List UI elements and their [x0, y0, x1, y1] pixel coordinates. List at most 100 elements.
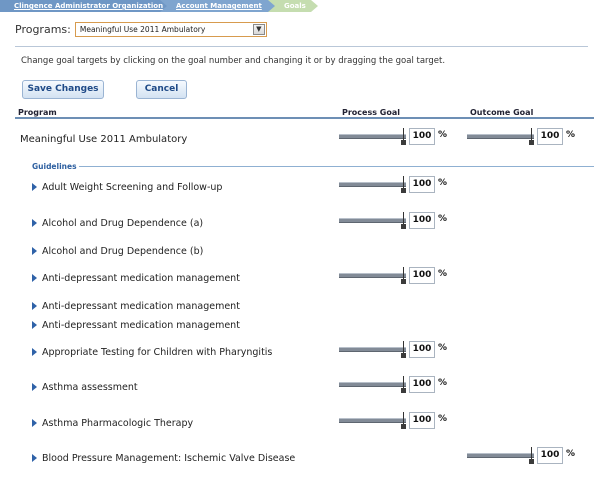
programs-selected-value: Meaningful Use 2011 Ambulatory [79, 24, 206, 34]
guideline-item[interactable]: Asthma Pharmacologic Therapy [32, 417, 193, 429]
breadcrumb-link-account-management[interactable]: Account Management [160, 0, 276, 12]
divider [79, 166, 594, 167]
goal-value-input[interactable]: 100 [537, 128, 563, 145]
goal-slider-track[interactable] [339, 134, 406, 139]
goal-slider-handle-icon[interactable] [529, 140, 534, 145]
expand-arrow-icon[interactable] [32, 383, 37, 391]
goal-value-input[interactable]: 100 [409, 267, 435, 284]
expand-arrow-icon[interactable] [32, 219, 37, 227]
goal-slider-handle[interactable] [403, 176, 404, 190]
chevron-down-icon[interactable]: ▼ [252, 23, 265, 35]
guideline-label: Blood Pressure Management: Ischemic Valv… [42, 452, 296, 464]
program-outcome-goal: 100 % [467, 128, 579, 148]
goal-value-input[interactable]: 100 [409, 176, 435, 193]
expand-arrow-icon[interactable] [32, 321, 37, 329]
goal-slider-track[interactable] [467, 453, 534, 458]
expand-arrow-icon[interactable] [32, 274, 37, 282]
divider [15, 46, 588, 47]
save-changes-button[interactable]: Save Changes [22, 80, 104, 99]
percent-sign: % [566, 130, 576, 140]
expand-arrow-icon[interactable] [32, 247, 37, 255]
guideline-item[interactable]: Anti-depressant medication management [32, 319, 240, 331]
goal-slider-track[interactable] [339, 218, 406, 223]
goal-slider-handle-icon[interactable] [401, 140, 406, 145]
breadcrumb-link-organization[interactable]: Clingence Administrator Organization [0, 0, 168, 12]
goal-slider-handle-icon[interactable] [529, 459, 534, 464]
goal-value-input[interactable]: 100 [409, 341, 435, 358]
goal-slider-track[interactable] [339, 382, 406, 387]
goal-value-input[interactable]: 100 [409, 128, 435, 145]
programs-label: Programs: [15, 22, 71, 36]
expand-arrow-icon[interactable] [32, 183, 37, 191]
guideline-label: Asthma Pharmacologic Therapy [42, 417, 194, 429]
percent-sign: % [438, 269, 448, 279]
goal-value-input[interactable]: 100 [409, 412, 435, 429]
goal-value-input[interactable]: 100 [409, 212, 435, 229]
percent-sign: % [566, 449, 576, 459]
goal-slider-track[interactable] [339, 273, 406, 278]
goal-slider-track[interactable] [339, 418, 406, 423]
guideline-item[interactable]: Blood Pressure Management: Ischemic Valv… [32, 452, 295, 464]
goal-value-input[interactable]: 100 [537, 447, 563, 464]
programs-row: Programs: Meaningful Use 2011 Ambulatory… [15, 21, 267, 37]
expand-arrow-icon[interactable] [32, 302, 37, 310]
guideline-label: Asthma assessment [42, 381, 138, 393]
goal-slider-track[interactable] [467, 134, 534, 139]
guideline-label: Appropriate Testing for Children with Ph… [42, 346, 273, 358]
percent-sign: % [438, 178, 448, 188]
guideline-item[interactable]: Anti-depressant medication management [32, 300, 240, 312]
guideline-goal: 100% [339, 341, 451, 361]
goal-slider-handle-icon[interactable] [401, 188, 406, 193]
guideline-item[interactable]: Appropriate Testing for Children with Ph… [32, 346, 272, 358]
guideline-label: Alcohol and Drug Dependence (a) [42, 217, 204, 229]
goal-slider-handle-icon[interactable] [401, 388, 406, 393]
instructions-text: Change goal targets by clicking on the g… [21, 56, 446, 66]
breadcrumb: Clingence Administrator Organization Acc… [0, 0, 330, 12]
percent-sign: % [438, 214, 448, 224]
goal-slider-handle-icon[interactable] [401, 424, 406, 429]
goal-slider-track[interactable] [339, 182, 406, 187]
goal-slider-handle-icon[interactable] [401, 353, 406, 358]
guideline-item[interactable]: Asthma assessment [32, 381, 138, 393]
guideline-goal: 100% [339, 412, 451, 432]
goal-slider-handle[interactable] [403, 341, 404, 355]
expand-arrow-icon[interactable] [32, 348, 37, 356]
goal-slider-handle-icon[interactable] [401, 279, 406, 284]
guideline-label: Adult Weight Screening and Follow-up [42, 181, 223, 193]
cancel-button[interactable]: Cancel [136, 80, 187, 99]
goal-slider-handle[interactable] [403, 412, 404, 426]
goal-slider-handle[interactable] [531, 128, 532, 142]
guideline-item[interactable]: Alcohol and Drug Dependence (b) [32, 245, 203, 257]
guideline-label: Anti-depressant medication management [42, 272, 240, 284]
goal-slider-handle[interactable] [403, 267, 404, 281]
goal-slider-track[interactable] [339, 347, 406, 352]
program-row-name: Meaningful Use 2011 Ambulatory [20, 134, 188, 145]
guideline-label: Alcohol and Drug Dependence (b) [42, 245, 204, 257]
column-header-program: Program [18, 108, 57, 117]
goal-slider-handle[interactable] [531, 447, 532, 461]
programs-select[interactable]: Meaningful Use 2011 Ambulatory ▼ [74, 21, 267, 37]
goal-slider-handle[interactable] [403, 212, 404, 226]
percent-sign: % [438, 130, 448, 140]
guideline-goal: 100% [467, 447, 579, 467]
guideline-item[interactable]: Anti-depressant medication management [32, 272, 240, 284]
column-header-outcome-goal: Outcome Goal [470, 108, 534, 117]
goal-slider-handle[interactable] [403, 376, 404, 390]
guideline-item[interactable]: Adult Weight Screening and Follow-up [32, 181, 222, 193]
goal-slider-handle[interactable] [403, 128, 404, 142]
guideline-label: Anti-depressant medication management [42, 300, 240, 312]
table-header: Program Process Goal Outcome Goal [15, 108, 594, 119]
breadcrumb-current-goals: Goals [268, 0, 318, 12]
guideline-item[interactable]: Alcohol and Drug Dependence (a) [32, 217, 203, 229]
expand-arrow-icon[interactable] [32, 419, 37, 427]
column-header-process-goal: Process Goal [342, 108, 400, 117]
percent-sign: % [438, 343, 448, 353]
goal-slider-handle-icon[interactable] [401, 224, 406, 229]
guideline-goal: 100% [339, 212, 451, 232]
percent-sign: % [438, 414, 448, 424]
goal-value-input[interactable]: 100 [409, 376, 435, 393]
expand-arrow-icon[interactable] [32, 454, 37, 462]
guideline-label: Anti-depressant medication management [42, 319, 240, 331]
guideline-goal: 100% [339, 376, 451, 396]
guideline-goal: 100% [339, 267, 451, 287]
